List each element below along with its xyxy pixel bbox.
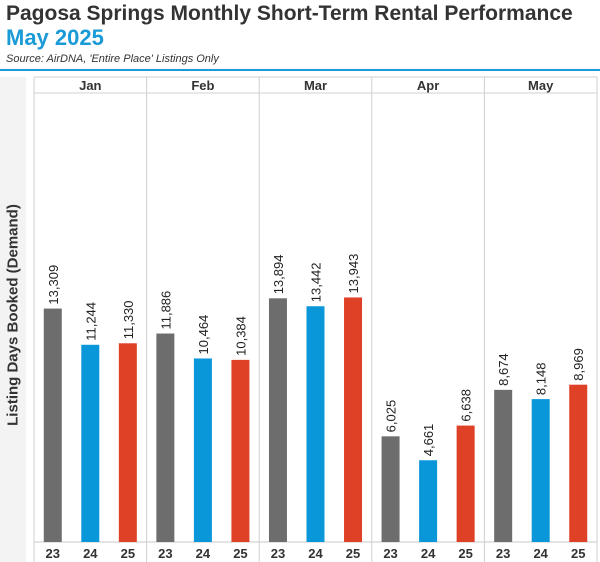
month-label: Mar (304, 78, 327, 93)
year-label: 24 (83, 546, 98, 561)
bar-jan-25 (118, 343, 137, 542)
bar-feb-24 (193, 358, 212, 542)
year-label: 24 (196, 546, 211, 561)
month-label: May (528, 78, 554, 93)
year-label: 25 (346, 546, 360, 561)
source-note: Source: AirDNA, 'Entire Place' Listings … (6, 53, 219, 65)
chart-title: Pagosa Springs Monthly Short-Term Rental… (6, 2, 573, 25)
data-label: 8,148 (534, 363, 549, 396)
bar-apr-25 (456, 425, 475, 542)
bar-feb-25 (231, 359, 250, 542)
year-label: 23 (383, 546, 397, 561)
month-label: Feb (191, 78, 214, 93)
year-label: 25 (121, 546, 135, 561)
year-label: 24 (308, 546, 323, 561)
data-label: 6,025 (384, 400, 399, 433)
year-label: 24 (533, 546, 548, 561)
data-label: 4,661 (421, 424, 436, 457)
data-label: 13,894 (271, 255, 286, 295)
month-label: Apr (417, 78, 439, 93)
year-label: 25 (571, 546, 585, 561)
data-label: 11,330 (121, 300, 136, 339)
data-label: 11,886 (158, 291, 173, 330)
chart-subtitle: May 2025 (6, 25, 104, 50)
year-label: 23 (496, 546, 510, 561)
data-label: 13,442 (309, 262, 324, 302)
data-label: 8,969 (571, 348, 586, 381)
year-label: 24 (421, 546, 436, 561)
data-label: 13,309 (46, 265, 61, 305)
title-divider (0, 69, 600, 71)
year-label: 25 (233, 546, 247, 561)
year-label: 25 (458, 546, 472, 561)
data-label: 8,674 (496, 353, 511, 386)
bar-mar-25 (344, 297, 363, 542)
year-label: 23 (158, 546, 172, 561)
data-label: 10,464 (196, 315, 211, 355)
bar-mar-24 (306, 306, 325, 542)
bar-may-23 (494, 389, 513, 542)
bar-feb-23 (156, 333, 175, 542)
bar-apr-23 (381, 436, 400, 542)
month-label: Jan (79, 78, 101, 93)
bar-apr-24 (419, 460, 438, 542)
data-label: 11,244 (83, 302, 98, 341)
data-label: 6,638 (459, 389, 474, 422)
year-label: 23 (46, 546, 60, 561)
data-label: 13,943 (346, 254, 361, 294)
data-label: 10,384 (233, 316, 248, 356)
y-axis-strip (0, 77, 26, 562)
bar-jan-24 (81, 344, 100, 542)
bar-may-24 (531, 399, 550, 542)
bar-mar-23 (268, 298, 287, 542)
year-label: 23 (271, 546, 285, 561)
bar-may-25 (569, 384, 588, 542)
bar-jan-23 (43, 308, 62, 542)
